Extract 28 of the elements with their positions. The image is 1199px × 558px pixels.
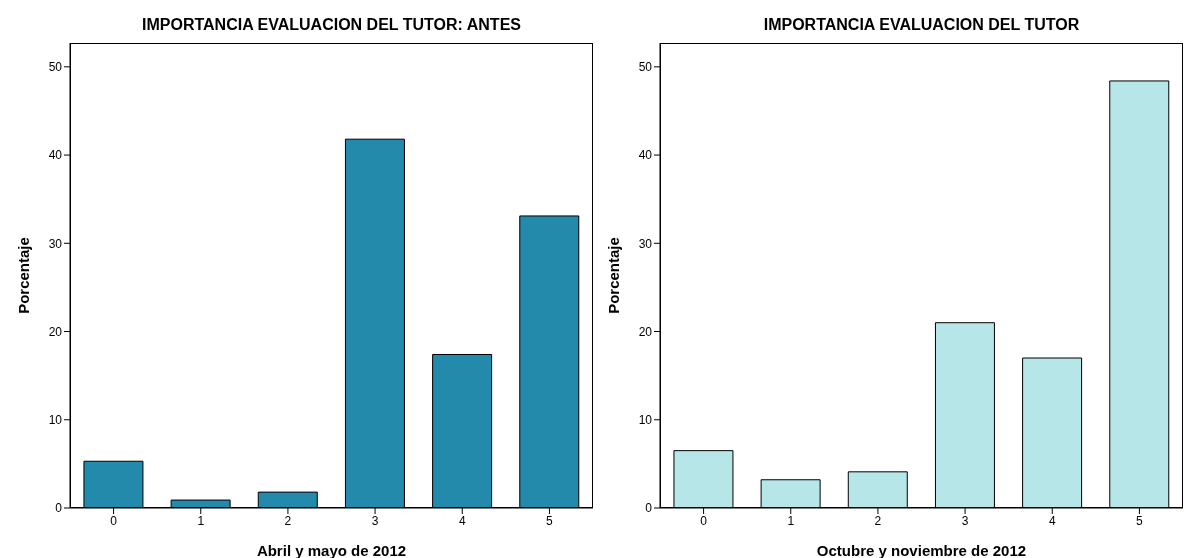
x-tick-label: 5 bbox=[546, 513, 554, 528]
y-tick-label: 10 bbox=[48, 413, 63, 428]
x-tick-label: 4 bbox=[1048, 513, 1056, 528]
x-tick-label: 4 bbox=[458, 513, 466, 528]
x-tick-label: 2 bbox=[284, 513, 292, 528]
x-tick-label: 3 bbox=[961, 513, 969, 528]
x-tick-label: 3 bbox=[371, 513, 379, 528]
x-tick-label: 5 bbox=[1136, 513, 1144, 528]
y-tick-label: 50 bbox=[638, 60, 653, 75]
y-tick-label: 20 bbox=[638, 324, 653, 339]
y-tick-label: 0 bbox=[55, 501, 63, 516]
x-tick-label: 1 bbox=[787, 513, 795, 528]
y-tick-label: 50 bbox=[48, 60, 63, 75]
y-axis-title: Porcentaje bbox=[15, 237, 33, 314]
x-tick-label: 2 bbox=[874, 513, 882, 528]
chart-title: IMPORTANCIA EVALUACION DEL TUTOR bbox=[762, 16, 1081, 34]
x-tick-label: 0 bbox=[110, 513, 118, 528]
y-tick-label: 30 bbox=[638, 236, 653, 251]
y-tick-label: 30 bbox=[48, 236, 63, 251]
y-tick-label: 0 bbox=[645, 501, 653, 516]
y-axis-title: Porcentaje bbox=[605, 237, 623, 314]
y-tick-label: 10 bbox=[638, 413, 653, 428]
x-tick-label: 1 bbox=[197, 513, 205, 528]
y-tick-label: 40 bbox=[638, 148, 653, 163]
x-tick-label: 0 bbox=[700, 513, 708, 528]
chart-title: IMPORTANCIA EVALUACION DEL TUTOR: ANTES bbox=[141, 16, 522, 34]
y-tick-label: 20 bbox=[48, 324, 63, 339]
y-tick-label: 40 bbox=[48, 148, 63, 163]
